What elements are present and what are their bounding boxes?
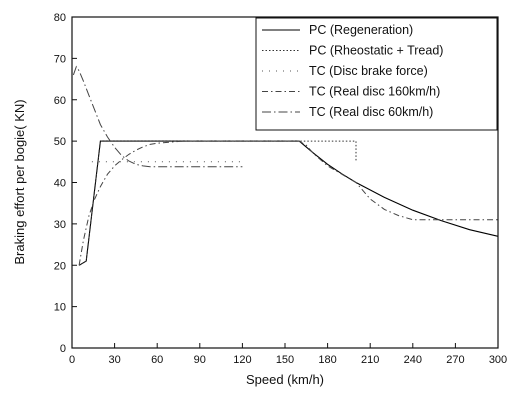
y-tick-label-8: 80: [54, 12, 66, 24]
series-layer: [72, 65, 499, 266]
x-tick-label-7: 210: [361, 354, 379, 366]
legend: PC (Regeneration) PC (Rheostatic + Tread)…: [255, 17, 498, 131]
y-tick-label-3: 30: [54, 219, 66, 231]
y-tick-label-7: 70: [54, 53, 66, 65]
x-tick-label-5: 150: [276, 354, 294, 366]
x-tick-label-0: 0: [69, 354, 75, 366]
y-tick-label-5: 50: [54, 136, 66, 148]
x-axis-title: Speed (km/h): [246, 372, 324, 387]
legend-label-1: PC (Rheostatic + Tread): [309, 44, 443, 58]
series-line-4: [72, 65, 243, 168]
series-line-3: [78, 140, 498, 266]
y-axis-title: Braking effort per bogie( KN): [12, 99, 27, 264]
x-tick-label-4: 120: [233, 354, 251, 366]
series-line-1: [78, 140, 357, 266]
x-tick-label-8: 240: [404, 354, 422, 366]
legend-label-4: TC (Real disc 60km/h): [309, 105, 433, 119]
legend-label-2: TC (Disc brake force): [309, 64, 428, 78]
legend-box: [255, 17, 498, 131]
legend-label-3: TC (Real disc 160km/h): [309, 85, 440, 99]
y-tick-label-0: 0: [60, 343, 66, 355]
x-tick-label-2: 60: [151, 354, 163, 366]
x-tick-label-10: 300: [489, 354, 507, 366]
x-tick-label-9: 270: [446, 354, 464, 366]
legend-label-0: PC (Regeneration): [309, 23, 413, 37]
x-tick-label-6: 180: [318, 354, 336, 366]
axes-layer: 0 30 60 90 120 150 180 210 240 270 300 0 10 20 30 40 50 6…: [54, 12, 507, 366]
x-tick-label-1: 30: [108, 354, 120, 366]
y-tick-label-6: 60: [54, 95, 66, 107]
y-tick-label-2: 20: [54, 260, 66, 272]
y-tick-label-4: 40: [54, 178, 66, 190]
x-tick-label-3: 90: [194, 354, 206, 366]
y-tick-label-1: 10: [54, 302, 66, 314]
series-line-0: [78, 140, 499, 266]
